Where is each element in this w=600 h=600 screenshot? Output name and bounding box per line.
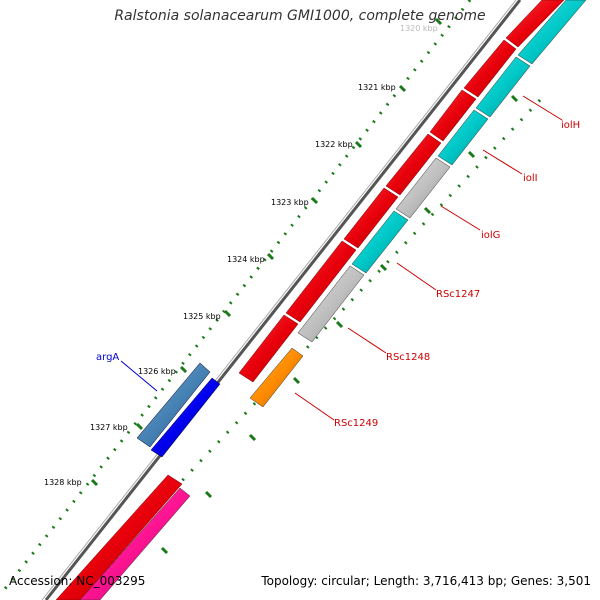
gene-label-rsc1247: RSc1247	[436, 289, 480, 300]
arga-gene-segment[interactable]	[150, 377, 221, 458]
gene-segment[interactable]	[505, 0, 565, 48]
arga-gene-segment[interactable]	[136, 362, 211, 448]
gene-segment[interactable]	[79, 487, 191, 600]
gene-segment[interactable]	[285, 240, 357, 323]
genome-backbone-outer	[44, 0, 522, 600]
rsc1247-callout-line	[396, 262, 437, 291]
gene-segment[interactable]	[55, 474, 183, 600]
red-cds-track	[55, 0, 565, 600]
gene-segment[interactable]	[429, 89, 477, 142]
accession-info: Accession: NC_003295	[9, 574, 145, 588]
ruler-label-1323: 1323 kbp	[271, 198, 309, 207]
iolg-callout-line	[440, 205, 481, 231]
arga-genes	[136, 362, 221, 458]
gene-segment[interactable]	[395, 157, 451, 219]
ruler-label-1324: 1324 kbp	[227, 255, 265, 264]
accession-value: NC_003295	[76, 574, 146, 588]
genome-stats: Topology: circular; Length: 3,716,413 bp…	[261, 574, 591, 588]
length-label: Length:	[373, 574, 420, 588]
ruler-inner-major-ticks	[160, 94, 519, 555]
gene-segment[interactable]	[238, 314, 299, 383]
topology-label: Topology:	[261, 574, 318, 588]
ruler-dots-outer	[0, 0, 472, 596]
gene-segment[interactable]	[249, 347, 304, 408]
genome-backbone-inner	[41, 0, 517, 600]
genes-label: Genes:	[510, 574, 553, 588]
ruler-label-1326: 1326 kbp	[138, 367, 176, 376]
ruler-label-1322: 1322 kbp	[315, 140, 353, 149]
gene-segment[interactable]	[351, 210, 409, 274]
arga-callout-line	[120, 360, 158, 392]
gene-label-iolg: iolG	[481, 230, 500, 241]
second-cds-track	[79, 0, 587, 600]
gene-segment[interactable]	[475, 56, 531, 118]
ioli-callout-line	[482, 149, 523, 175]
gene-label-rsc1248: RSc1248	[386, 352, 430, 363]
ruler-label-1321: 1321 kbp	[358, 83, 396, 92]
gene-segment[interactable]	[297, 265, 365, 343]
gene-segment[interactable]	[463, 39, 517, 98]
gene-segment[interactable]	[517, 0, 587, 65]
gene-label-ioli: iolI	[523, 173, 538, 184]
gene-segment[interactable]	[385, 133, 442, 196]
ruler-label-1328: 1328 kbp	[44, 478, 82, 487]
ruler-major-ticks	[90, 17, 443, 487]
map-title: Ralstonia solanacearum GMI1000, complete…	[114, 8, 486, 24]
iolh-callout-line	[522, 95, 563, 121]
rsc1249-callout-line	[294, 392, 335, 421]
accession-label: Accession:	[9, 574, 73, 588]
gene-label-iolh: iolH	[561, 120, 580, 131]
gene-segment[interactable]	[437, 109, 489, 166]
ruler-label-1325: 1325 kbp	[183, 312, 221, 321]
genes-value: 3,501	[556, 574, 591, 588]
length-value: 3,716,413 bp	[422, 574, 503, 588]
gene-label-arga: argA	[96, 352, 119, 363]
gene-segment[interactable]	[343, 187, 399, 249]
ruler-label-1320: 1320 kbp	[400, 24, 438, 33]
topology-value: circular	[321, 574, 366, 588]
gene-label-rsc1249: RSc1249	[334, 418, 378, 429]
ruler-label-1327: 1327 kbp	[90, 423, 128, 432]
rsc1248-callout-line	[347, 327, 387, 354]
